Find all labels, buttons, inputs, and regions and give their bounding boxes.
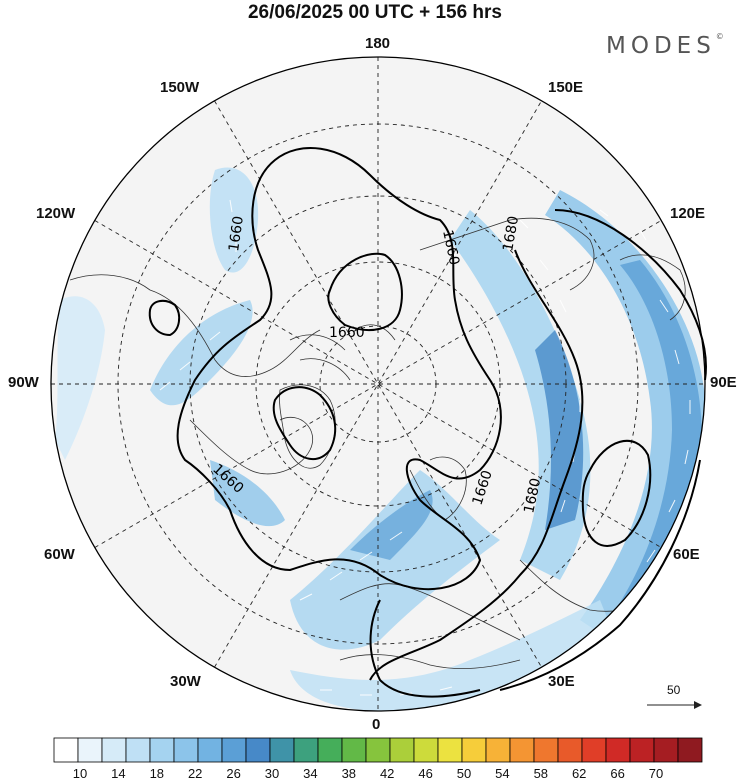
contour-1680-east-lower bbox=[499, 459, 701, 691]
coastline-arctic-islands bbox=[289, 324, 396, 381]
lon-label-0: 0 bbox=[372, 716, 381, 733]
coastline-hudson bbox=[189, 417, 313, 475]
colorbar-swatch bbox=[557, 737, 583, 763]
contour-1680-east bbox=[554, 209, 707, 381]
colorbar-swatch bbox=[125, 737, 151, 763]
lon-label-120w: 120W bbox=[36, 205, 76, 222]
brand-name: MODES bbox=[606, 33, 716, 59]
contour-label: 1660 bbox=[439, 229, 462, 267]
colorbar-swatch bbox=[389, 737, 415, 763]
colorbar-swatch bbox=[365, 737, 391, 763]
jet-core-central bbox=[535, 330, 584, 530]
meridian-60 bbox=[94, 220, 662, 548]
jet-band-atlantic bbox=[290, 470, 500, 650]
colorbar-swatch bbox=[581, 737, 607, 763]
vector-scale-label: 50 bbox=[667, 683, 681, 697]
contour-1680-south bbox=[369, 599, 481, 698]
lon-label-150e: 150E bbox=[548, 79, 584, 96]
map-border bbox=[50, 56, 706, 712]
contour-1660-west-low bbox=[148, 299, 181, 337]
colorbar-tick-label: 22 bbox=[187, 766, 203, 781]
meridian-30 bbox=[214, 100, 542, 668]
lon-label-30w: 30W bbox=[170, 673, 201, 690]
coastline-greenland bbox=[279, 384, 336, 469]
contour-1660-inner-hudson bbox=[272, 386, 337, 460]
colorbar-tick-label: 14 bbox=[111, 766, 126, 781]
lon-label-60e: 60E bbox=[673, 546, 700, 563]
colorbar-swatch bbox=[677, 737, 703, 763]
lon-label-180: 180 bbox=[365, 35, 391, 52]
colorbar-swatch bbox=[101, 737, 127, 763]
contour-1660-inner-north bbox=[327, 252, 403, 331]
colorbar-tick-label: 62 bbox=[571, 766, 587, 781]
coastline-scandinavia bbox=[409, 456, 467, 521]
colorbar-tick-label: 66 bbox=[610, 766, 625, 781]
contour-label: 1660 bbox=[329, 325, 365, 341]
colorbar-swatch bbox=[509, 737, 535, 763]
lon-label-150w: 150W bbox=[160, 79, 200, 96]
colorbar-tick-label: 38 bbox=[341, 766, 357, 781]
colorbar-swatch bbox=[605, 737, 631, 763]
colorbar-tick-label: 54 bbox=[495, 766, 510, 781]
contour-label: 1680 bbox=[500, 215, 522, 253]
colorbar-tick-label: 58 bbox=[533, 766, 549, 781]
contour-label: 1660 bbox=[226, 215, 247, 253]
colorbar-swatch bbox=[413, 737, 439, 763]
coastline-mediterranean bbox=[339, 654, 521, 669]
contour-1660-main bbox=[176, 147, 502, 591]
contours bbox=[148, 147, 707, 698]
colorbar bbox=[53, 737, 703, 763]
colorbar-swatch bbox=[629, 737, 655, 763]
jet-band-pacific bbox=[209, 167, 259, 273]
coastline-europe bbox=[339, 583, 521, 641]
wind-vectors bbox=[159, 199, 691, 696]
colorbar-tick-label: 42 bbox=[379, 766, 395, 781]
colorbar-swatch bbox=[269, 737, 295, 763]
contour-1680-central bbox=[369, 249, 584, 681]
colorbar-swatch bbox=[77, 737, 103, 763]
brand-logo: MODES© bbox=[606, 32, 724, 59]
lon-label-120e: 120E bbox=[670, 205, 706, 222]
brand-mark: © bbox=[715, 32, 724, 41]
colorbar-swatch bbox=[173, 737, 199, 763]
jet-band-west bbox=[55, 296, 105, 460]
lon-label-30e: 30E bbox=[548, 673, 575, 690]
colorbar-tick-label: 30 bbox=[264, 766, 280, 781]
colorbar-swatch bbox=[437, 737, 463, 763]
colorbar-tick-label: 26 bbox=[226, 766, 241, 781]
jet-band-america bbox=[150, 300, 253, 406]
colorbar-tick-label: 50 bbox=[456, 766, 472, 781]
map-title: 26/06/2025 00 UTC + 156 hrs bbox=[247, 2, 503, 23]
colorbar-swatch bbox=[653, 737, 679, 763]
meridian-150 bbox=[214, 100, 542, 668]
colorbar-tick-label: 34 bbox=[303, 766, 318, 781]
lon-label-90e: 90E bbox=[710, 374, 737, 391]
colorbar-swatch bbox=[533, 737, 559, 763]
colorbar-swatch bbox=[293, 737, 319, 763]
colorbar-swatch bbox=[53, 737, 79, 763]
colorbar-tick-label: 46 bbox=[418, 766, 433, 781]
colorbar-tick-label: 70 bbox=[648, 766, 664, 781]
colorbar-swatch bbox=[461, 737, 487, 763]
lon-label-60w: 60W bbox=[44, 546, 75, 563]
colorbar-tick-label: 10 bbox=[72, 766, 88, 781]
meridian-120 bbox=[94, 220, 662, 548]
colorbar-swatch bbox=[341, 737, 367, 763]
colorbar-swatch bbox=[221, 737, 247, 763]
contour-high-east bbox=[581, 439, 652, 547]
colorbar-swatch bbox=[149, 737, 175, 763]
colorbar-swatch bbox=[197, 737, 223, 763]
colorbar-swatch bbox=[245, 737, 271, 763]
coastline-china bbox=[619, 254, 686, 321]
contour-label: 1680 bbox=[521, 477, 544, 515]
colorbar-tick-label: 18 bbox=[149, 766, 165, 781]
colorbar-swatch bbox=[485, 737, 511, 763]
lon-label-90w: 90W bbox=[8, 374, 39, 391]
jet-core-atlantic bbox=[350, 490, 433, 560]
colorbar-swatch bbox=[317, 737, 343, 763]
